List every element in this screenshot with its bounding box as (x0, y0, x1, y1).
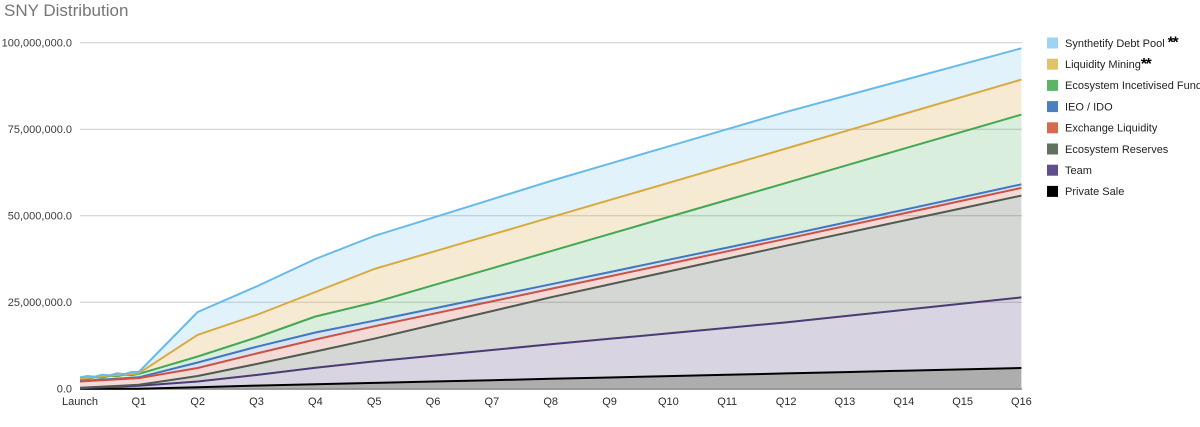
svg-text:SNY Distribution: SNY Distribution (4, 1, 128, 20)
svg-text:IEO / IDO: IEO / IDO (1065, 101, 1113, 113)
svg-text:Q14: Q14 (893, 396, 914, 408)
svg-text:50,000,000.0: 50,000,000.0 (8, 211, 72, 223)
svg-text:Q1: Q1 (131, 396, 146, 408)
svg-text:Q11: Q11 (717, 396, 737, 408)
svg-text:Exchange Liquidity: Exchange Liquidity (1065, 123, 1158, 135)
svg-text:0.0: 0.0 (57, 384, 72, 396)
svg-text:Q10: Q10 (658, 396, 679, 408)
svg-text:Q2: Q2 (190, 396, 205, 408)
svg-text:Launch: Launch (62, 396, 98, 408)
svg-text:Q16: Q16 (1011, 396, 1032, 408)
svg-text:Q12: Q12 (776, 396, 797, 408)
svg-text:25,000,000.0: 25,000,000.0 (8, 297, 72, 309)
svg-text:Private Sale: Private Sale (1065, 186, 1124, 198)
svg-text:Q7: Q7 (485, 396, 500, 408)
svg-text:Liquidity Mining**: Liquidity Mining** (1065, 56, 1153, 73)
svg-text:75,000,000.0: 75,000,000.0 (8, 124, 72, 136)
svg-text:Q4: Q4 (308, 396, 323, 408)
svg-text:Ecosystem Reserves: Ecosystem Reserves (1065, 144, 1169, 156)
svg-text:100,000,000.0: 100,000,000.0 (2, 38, 72, 50)
svg-text:Q6: Q6 (426, 396, 441, 408)
svg-text:Q5: Q5 (367, 396, 382, 408)
svg-text:Synthetify Debt Pool **: Synthetify Debt Pool ** (1065, 35, 1179, 52)
svg-text:Q15: Q15 (952, 396, 973, 408)
svg-text:Q8: Q8 (543, 396, 558, 408)
svg-text:Ecosystem Incetivised Fund: Ecosystem Incetivised Fund (1065, 80, 1200, 92)
svg-text:Q9: Q9 (602, 396, 617, 408)
svg-text:Team: Team (1065, 165, 1092, 177)
svg-text:Q3: Q3 (249, 396, 264, 408)
svg-text:Q13: Q13 (835, 396, 856, 408)
